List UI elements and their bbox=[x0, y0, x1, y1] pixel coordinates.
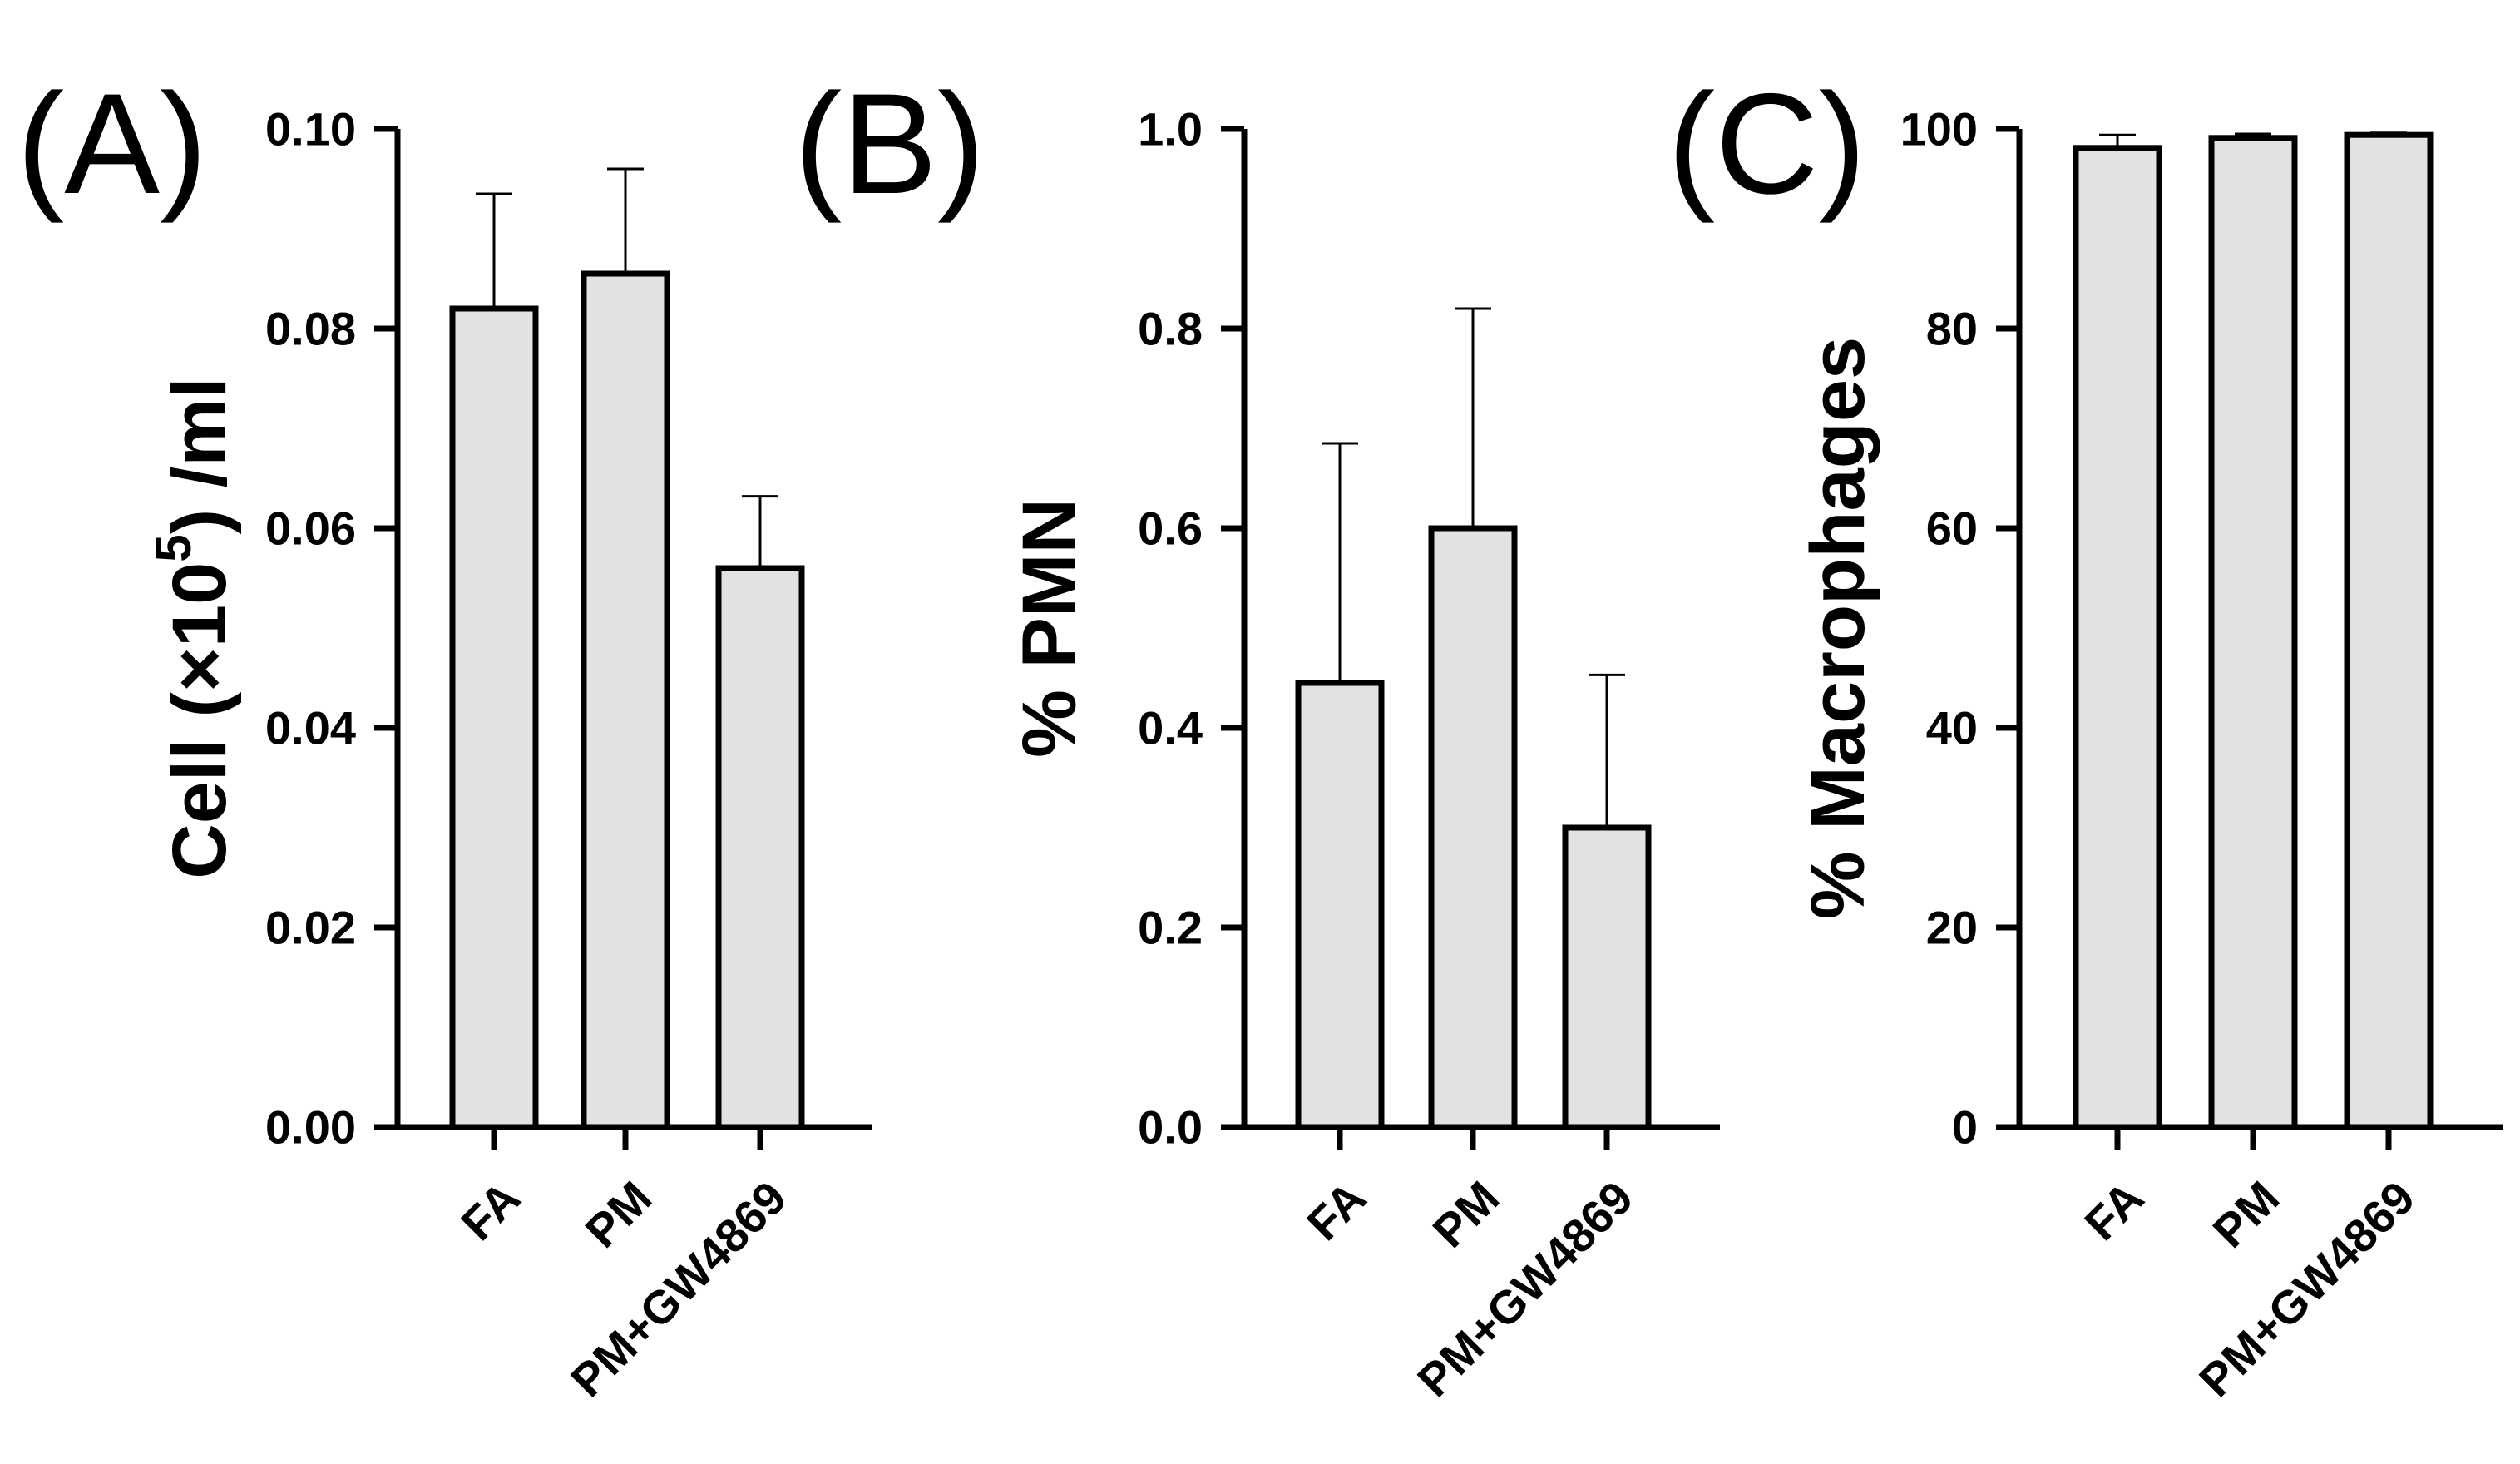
x-category-label: PM bbox=[575, 1171, 661, 1258]
x-category-label: FA bbox=[2074, 1171, 2153, 1250]
bar-pm bbox=[1428, 525, 1518, 1130]
bar-fa bbox=[449, 305, 539, 1130]
bar-pm-gw4869 bbox=[1562, 824, 1652, 1130]
y-tick-label: 1.0 bbox=[1138, 103, 1203, 156]
bar-pm-gw4869 bbox=[715, 565, 805, 1130]
y-axis-title: Cell (×105) /ml bbox=[146, 377, 243, 878]
y-tick-label: 40 bbox=[1926, 702, 1978, 754]
y-tick-label: 0.00 bbox=[265, 1101, 356, 1154]
y-tick-label: 0.6 bbox=[1138, 502, 1203, 555]
x-category-label: PM bbox=[2202, 1171, 2289, 1258]
x-category-label: PM bbox=[1422, 1171, 1509, 1258]
y-tick-label: 0.06 bbox=[265, 502, 356, 555]
panel-letter: (B) bbox=[794, 64, 985, 224]
y-axis-title: % Macrophages bbox=[1796, 337, 1880, 919]
chart-panel-0: (A) Cell (×105) /ml 0.00 0.02 0.04 0.06 0.08 0.… bbox=[17, 64, 872, 1407]
y-tick-label: 0.8 bbox=[1138, 303, 1203, 355]
y-axis-title: % PMN bbox=[1007, 498, 1092, 758]
y-tick-label: 0.10 bbox=[265, 103, 356, 156]
y-tick-label: 20 bbox=[1926, 902, 1978, 954]
y-tick-label: 0 bbox=[1952, 1101, 1978, 1154]
y-tick-label: 60 bbox=[1926, 502, 1978, 555]
panel-letter: (C) bbox=[1668, 64, 1866, 224]
bar-fa bbox=[1295, 680, 1385, 1130]
bar-pm bbox=[2208, 135, 2298, 1130]
panel-letter: (A) bbox=[17, 64, 207, 224]
y-tick-label: 0.08 bbox=[265, 303, 356, 355]
y-tick-label: 0.4 bbox=[1138, 702, 1203, 754]
y-tick-label: 80 bbox=[1926, 303, 1978, 355]
x-category-label: FA bbox=[451, 1171, 530, 1250]
y-tick-label: 0.0 bbox=[1138, 1101, 1203, 1154]
y-tick-label: 0.02 bbox=[265, 902, 356, 954]
x-category-label: FA bbox=[1297, 1171, 1376, 1250]
y-tick-label: 0.04 bbox=[265, 702, 356, 754]
bar-fa bbox=[2073, 145, 2162, 1130]
y-tick-label: 100 bbox=[1900, 103, 1978, 156]
y-tick-label: 0.2 bbox=[1138, 902, 1203, 954]
bar-pm bbox=[581, 270, 670, 1130]
bar-pm-gw4869 bbox=[2344, 131, 2434, 1130]
